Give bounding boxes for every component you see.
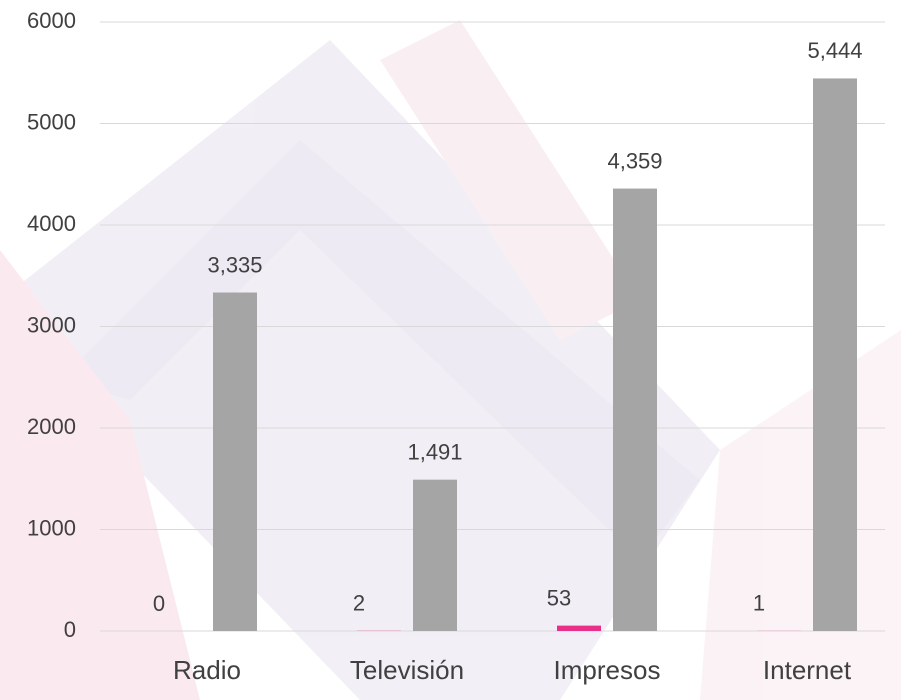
x-tick-label: Televisión — [350, 655, 464, 685]
data-label: 3,335 — [207, 252, 262, 277]
data-label: 1,491 — [407, 439, 462, 464]
y-tick-label: 3000 — [27, 312, 76, 337]
x-tick-label: Impresos — [554, 655, 661, 685]
bar — [213, 292, 257, 631]
data-label: 53 — [547, 585, 571, 610]
data-label: 4,359 — [607, 148, 662, 173]
y-tick-label: 2000 — [27, 414, 76, 439]
y-tick-label: 0 — [64, 617, 76, 642]
y-tick-label: 5000 — [27, 109, 76, 134]
x-tick-label: Radio — [173, 655, 241, 685]
data-label: 1 — [753, 591, 765, 616]
bar — [557, 625, 601, 631]
y-tick-label: 4000 — [27, 211, 76, 236]
data-label: 2 — [353, 591, 365, 616]
y-tick-label: 6000 — [27, 8, 76, 33]
data-label: 0 — [153, 591, 165, 616]
data-label: 5,444 — [807, 38, 862, 63]
bar — [613, 188, 657, 631]
x-tick-label: Internet — [763, 655, 852, 685]
bar — [813, 78, 857, 631]
y-tick-label: 1000 — [27, 515, 76, 540]
bar — [413, 479, 457, 631]
